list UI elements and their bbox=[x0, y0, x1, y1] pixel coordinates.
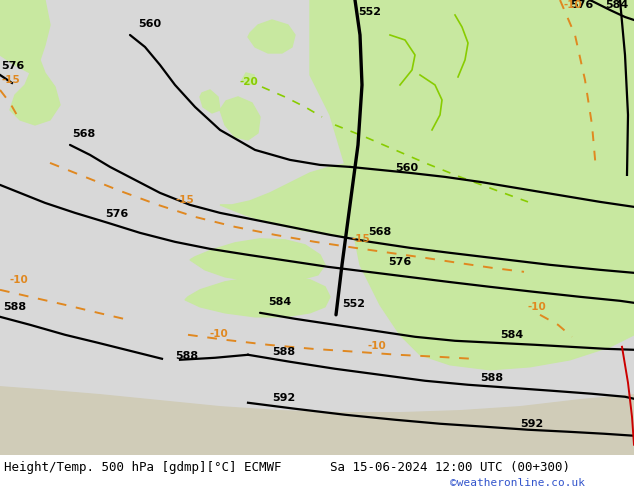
Polygon shape bbox=[390, 0, 510, 245]
Text: 568: 568 bbox=[72, 129, 95, 139]
Text: 560: 560 bbox=[395, 163, 418, 173]
Text: 588: 588 bbox=[3, 302, 26, 312]
Text: -15: -15 bbox=[175, 195, 194, 205]
Text: Height/Temp. 500 hPa [gdmp][°C] ECMWF: Height/Temp. 500 hPa [gdmp][°C] ECMWF bbox=[4, 461, 281, 474]
Text: -10: -10 bbox=[528, 302, 547, 312]
Text: 576: 576 bbox=[388, 257, 411, 267]
Polygon shape bbox=[185, 277, 330, 317]
Text: 592: 592 bbox=[520, 419, 543, 429]
Text: -10: -10 bbox=[368, 341, 387, 351]
Text: 588: 588 bbox=[480, 373, 503, 383]
Text: 588: 588 bbox=[175, 351, 198, 361]
Polygon shape bbox=[248, 20, 295, 53]
Polygon shape bbox=[200, 90, 220, 113]
Polygon shape bbox=[0, 387, 634, 455]
Text: 552: 552 bbox=[342, 299, 365, 309]
Polygon shape bbox=[310, 0, 634, 370]
Text: 592: 592 bbox=[272, 393, 295, 403]
Polygon shape bbox=[0, 0, 60, 125]
Text: -15: -15 bbox=[2, 75, 21, 85]
Text: 576: 576 bbox=[570, 0, 593, 10]
Text: 568: 568 bbox=[368, 227, 391, 237]
Text: 552: 552 bbox=[358, 7, 381, 17]
Text: 588: 588 bbox=[272, 347, 295, 357]
Text: Sa 15-06-2024 12:00 UTC (00+300): Sa 15-06-2024 12:00 UTC (00+300) bbox=[330, 461, 570, 474]
Text: -10: -10 bbox=[210, 329, 229, 339]
Text: -10: -10 bbox=[10, 275, 29, 285]
Text: 584: 584 bbox=[500, 330, 523, 340]
Polygon shape bbox=[315, 0, 445, 265]
Text: 584: 584 bbox=[268, 297, 291, 307]
Polygon shape bbox=[220, 160, 475, 237]
Text: -10: -10 bbox=[563, 0, 582, 10]
Polygon shape bbox=[242, 73, 255, 85]
Text: 576: 576 bbox=[105, 209, 128, 219]
Text: 584: 584 bbox=[605, 0, 628, 10]
Text: 560: 560 bbox=[138, 19, 161, 29]
Polygon shape bbox=[220, 97, 260, 140]
Text: -15: -15 bbox=[352, 234, 371, 244]
Text: ©weatheronline.co.uk: ©weatheronline.co.uk bbox=[450, 478, 585, 488]
Text: -20: -20 bbox=[240, 77, 259, 87]
Text: 576: 576 bbox=[1, 61, 24, 71]
Polygon shape bbox=[190, 239, 325, 282]
